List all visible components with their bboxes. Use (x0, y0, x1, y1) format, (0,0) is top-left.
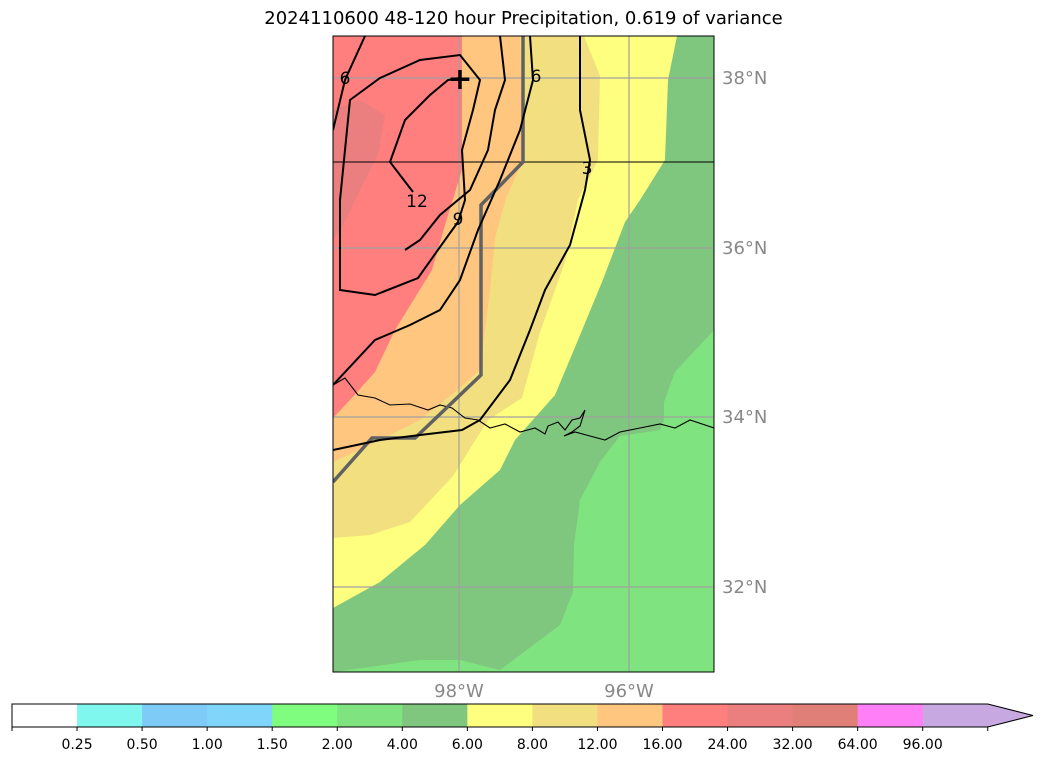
contour-9-inner (339, 53, 482, 297)
precip-fill: 6 12 9 3 6 + (333, 36, 714, 672)
colorbar-segment (792, 704, 859, 727)
colorbar-label: 2.00 (322, 737, 353, 753)
location-marker: + (447, 62, 472, 97)
colorbar-label: 1.50 (257, 737, 288, 753)
lat-label: 38°N (722, 68, 767, 89)
lat-label: 32°N (722, 577, 767, 598)
colorbar-label: 0.50 (127, 737, 158, 753)
contour-6 (333, 36, 535, 386)
colorbar-segment (12, 704, 78, 727)
contour-label: 6 (531, 67, 542, 87)
contour-label: 3 (582, 159, 593, 179)
colorbar-label: 12.00 (577, 737, 617, 753)
contour-label: 12 (406, 192, 428, 212)
contour-9 (333, 36, 366, 131)
colorbar-segment (77, 704, 143, 727)
contour-labels: 6 12 9 3 6 (340, 67, 593, 230)
contour-outer (404, 36, 507, 251)
colorbar-label: 0.25 (61, 737, 92, 753)
graticule (333, 36, 714, 672)
map-frame (332, 35, 715, 673)
colorbar-label: 8.00 (517, 737, 548, 753)
colorbar-segment (922, 704, 989, 727)
gray-boundary-line (333, 36, 525, 484)
colorbar-segment (662, 704, 729, 727)
colorbar-segment (467, 704, 533, 727)
colorbar-segment (337, 704, 403, 727)
colorbar-segment (532, 704, 598, 727)
colorbar-segment (727, 704, 794, 727)
colorbar-label: 16.00 (642, 737, 682, 753)
colorbar-segment (207, 704, 273, 727)
colorbar-label: 1.00 (192, 737, 223, 753)
colorbar-segment (597, 704, 663, 727)
colorbar-label: 96.00 (903, 737, 943, 753)
colorbar-label: 64.00 (838, 737, 878, 753)
colorbar-label: 24.00 (708, 737, 748, 753)
precip-contours (333, 36, 592, 451)
colorbar: 0.25 0.50 1.00 1.50 2.00 4.00 6.00 8.00 12.00 16.… (11, 703, 1034, 753)
map-title: 2024110600 48-120 hour Precipitation, 0.… (264, 8, 783, 29)
contour-3 (333, 36, 592, 451)
colorbar-label: 4.00 (387, 737, 418, 753)
colorbar-segment (142, 704, 208, 727)
colorbar-outline (11, 703, 1034, 728)
colorbar-label: 32.00 (773, 737, 813, 753)
colorbar-segment (272, 704, 338, 727)
contour-label: 6 (340, 69, 351, 89)
lon-label: 96°W (604, 681, 654, 702)
lat-label: 36°N (722, 238, 767, 259)
colorbar-label: 6.00 (452, 737, 483, 753)
contour-12 (388, 77, 460, 193)
red-river-border (333, 377, 714, 441)
lat-label: 34°N (722, 407, 767, 428)
colorbar-extend-arrow (987, 704, 1033, 727)
contour-label: 9 (453, 210, 464, 230)
colorbar-segment (402, 704, 468, 727)
colorbar-segment (857, 704, 924, 727)
lon-label: 98°W (434, 681, 484, 702)
lon-labels: 98°W 96°W (434, 681, 654, 702)
lat-labels: 38°N 36°N 34°N 32°N (722, 68, 767, 598)
